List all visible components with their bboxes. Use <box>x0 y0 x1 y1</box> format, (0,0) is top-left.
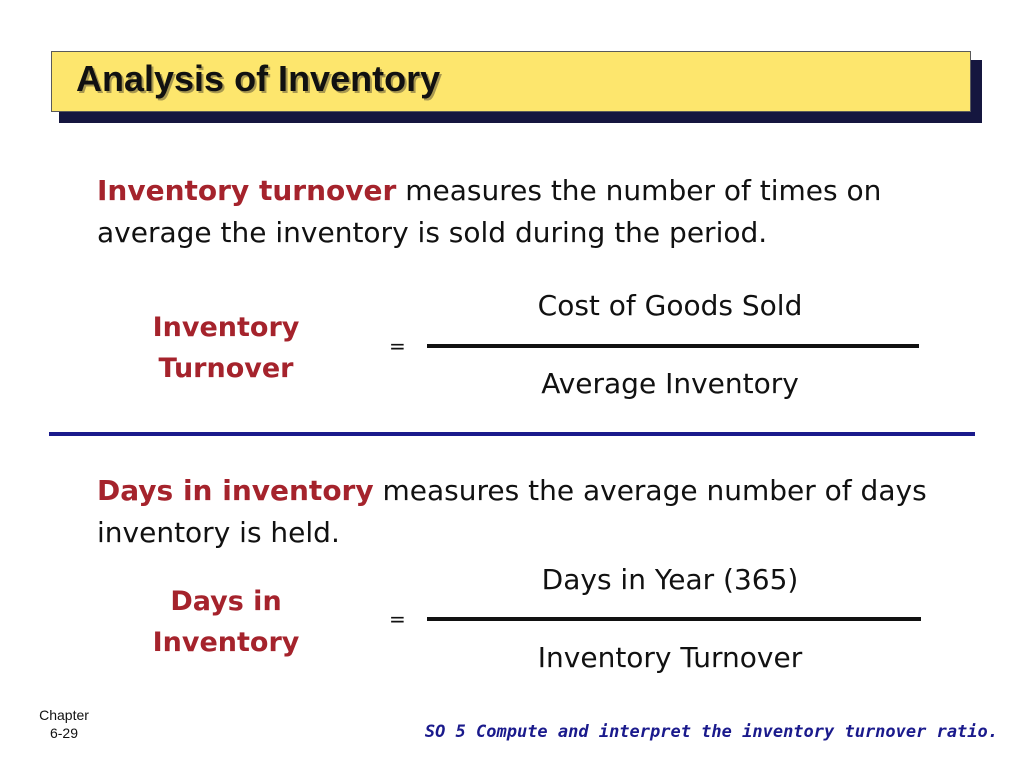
equals-sign: = <box>389 334 406 358</box>
formula-numerator: Days in Year (365) <box>541 563 799 596</box>
chapter-word: Chapter <box>39 707 89 723</box>
formula-numerator: Cost of Goods Sold <box>537 289 803 322</box>
days-in-inventory-definition: Days in inventory measures the average n… <box>97 470 927 554</box>
title-banner: Analysis of Inventory <box>51 51 971 112</box>
definition-text: measures the average number of days inve… <box>97 474 927 549</box>
chapter-label: Chapter 6-29 <box>28 706 100 742</box>
fraction-bar <box>427 617 921 621</box>
study-objective: SO 5 Compute and interpret the inventory… <box>424 722 998 742</box>
equals-sign: = <box>389 607 406 631</box>
lhs-line: Turnover <box>158 353 294 384</box>
inventory-turnover-definition: Inventory turnover measures the number o… <box>97 170 927 254</box>
fraction-bar <box>427 344 919 348</box>
section-divider <box>49 432 975 436</box>
formula-denominator: Average Inventory <box>541 367 799 400</box>
lhs-line: Inventory <box>152 312 300 343</box>
chapter-number: 6-29 <box>49 725 79 741</box>
formula-denominator: Inventory Turnover <box>537 641 803 674</box>
term-days-in-inventory: Days in inventory <box>97 474 374 507</box>
definition-text: measures the number of times on average … <box>97 174 882 249</box>
slide-title: Analysis of Inventory <box>76 58 441 99</box>
term-inventory-turnover: Inventory turnover <box>97 174 397 207</box>
lhs-line: Inventory <box>152 627 300 658</box>
formula-lhs-inventory-turnover: Inventory Turnover <box>116 307 336 389</box>
lhs-line: Days in <box>170 586 282 617</box>
formula-lhs-days-in-inventory: Days in Inventory <box>116 581 336 663</box>
